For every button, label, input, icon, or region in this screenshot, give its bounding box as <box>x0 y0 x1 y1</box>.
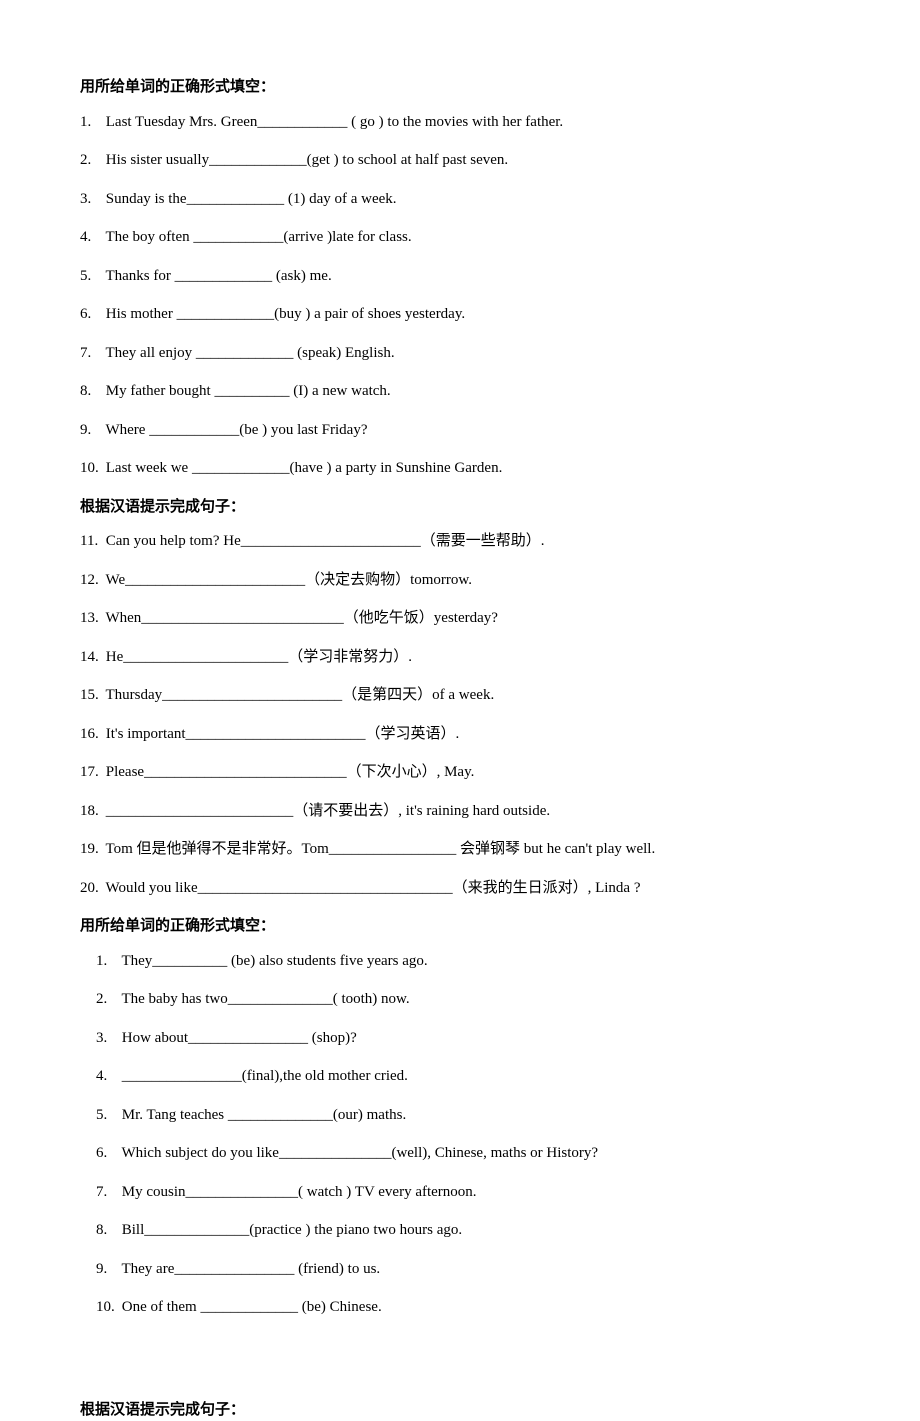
question-number: 1. <box>80 111 102 134</box>
question-item: 2. His sister usually_____________(get )… <box>80 149 840 172</box>
question-item: 9. They are________________ (friend) to … <box>80 1258 840 1281</box>
question-number: 3. <box>80 188 102 211</box>
question-item: 4. The boy often ____________(arrive )la… <box>80 226 840 249</box>
question-text: They are________________ (friend) to us. <box>121 1261 380 1277</box>
question-text: Which subject do you like_______________… <box>121 1145 598 1161</box>
question-item: 1. Last Tuesday Mrs. Green____________ (… <box>80 111 840 134</box>
question-number: 20. <box>80 877 102 900</box>
question-text: We________________________（决定去购物）tomorro… <box>105 572 472 588</box>
question-number: 7. <box>96 1181 118 1204</box>
question-text: One of them _____________ (be) Chinese. <box>122 1299 382 1315</box>
question-item: 15. Thursday________________________（是第四… <box>80 684 840 707</box>
question-list-3: 1. They__________ (be) also students fiv… <box>80 950 840 1319</box>
question-text: Last week we _____________(have ) a part… <box>106 460 503 476</box>
question-text: Tom 但是他弹得不是非常好。Tom_________________ 会弹钢琴… <box>105 841 655 857</box>
question-item: 4. ________________(final),the old mothe… <box>80 1065 840 1088</box>
question-item: 18. _________________________（请不要出去）, it… <box>80 800 840 823</box>
question-item: 3. How about________________ (shop)? <box>80 1027 840 1050</box>
question-number: 10. <box>80 457 102 480</box>
question-number: 18. <box>80 800 102 823</box>
question-text: Bill______________(practice ) the piano … <box>122 1222 462 1238</box>
question-number: 5. <box>96 1104 118 1127</box>
question-text: Thanks for _____________ (ask) me. <box>105 268 331 284</box>
question-item: 1. They__________ (be) also students fiv… <box>80 950 840 973</box>
question-list-1: 1. Last Tuesday Mrs. Green____________ (… <box>80 111 840 480</box>
question-number: 19. <box>80 838 102 861</box>
question-text: He______________________（学习非常努力）. <box>106 649 412 665</box>
question-item: 20. Would you like______________________… <box>80 877 840 900</box>
question-text: Mr. Tang teaches ______________(our) mat… <box>122 1107 406 1123</box>
question-item: 10. Last week we _____________(have ) a … <box>80 457 840 480</box>
question-number: 16. <box>80 723 102 746</box>
question-number: 8. <box>80 380 102 403</box>
question-text: They all enjoy _____________ (speak) Eng… <box>105 345 394 361</box>
section-heading-4: 根据汉语提示完成句子： <box>80 1399 840 1421</box>
question-text: The baby has two______________( tooth) n… <box>121 991 409 1007</box>
question-item: 17. Please___________________________（下次… <box>80 761 840 784</box>
section-heading-3: 用所给单词的正确形式填空： <box>80 915 840 938</box>
question-text: Where ____________(be ) you last Friday? <box>105 422 367 438</box>
question-number: 4. <box>80 226 102 249</box>
question-text: The boy often ____________(arrive )late … <box>105 229 411 245</box>
question-number: 11. <box>80 530 102 553</box>
question-item: 11. Can you help tom? He________________… <box>80 530 840 553</box>
question-number: 9. <box>96 1258 118 1281</box>
question-number: 17. <box>80 761 102 784</box>
question-item: 9. Where ____________(be ) you last Frid… <box>80 419 840 442</box>
question-text: Last Tuesday Mrs. Green____________ ( go… <box>106 114 563 130</box>
question-number: 5. <box>80 265 102 288</box>
question-text: How about________________ (shop)? <box>122 1030 357 1046</box>
question-number: 13. <box>80 607 102 630</box>
question-item: 8. My father bought __________ (I) a new… <box>80 380 840 403</box>
question-text: Can you help tom? He____________________… <box>106 533 545 549</box>
question-item: 16. It's important______________________… <box>80 723 840 746</box>
question-item: 7. My cousin_______________( watch ) TV … <box>80 1181 840 1204</box>
question-item: 14. He______________________（学习非常努力）. <box>80 646 840 669</box>
question-text: My father bought __________ (I) a new wa… <box>106 383 391 399</box>
question-number: 10. <box>96 1296 118 1319</box>
question-number: 8. <box>96 1219 118 1242</box>
question-text: ________________(final),the old mother c… <box>122 1068 408 1084</box>
question-number: 14. <box>80 646 102 669</box>
worksheet-page: 用所给单词的正确形式填空： 1. Last Tuesday Mrs. Green… <box>80 76 840 1421</box>
question-number: 2. <box>80 149 102 172</box>
question-item: 7. They all enjoy _____________ (speak) … <box>80 342 840 365</box>
section-heading-2: 根据汉语提示完成句子： <box>80 496 840 519</box>
question-item: 12. We________________________（决定去购物）tom… <box>80 569 840 592</box>
question-item: 5. Thanks for _____________ (ask) me. <box>80 265 840 288</box>
question-text: Would you like__________________________… <box>105 880 640 896</box>
question-number: 15. <box>80 684 102 707</box>
question-text: His mother _____________(buy ) a pair of… <box>106 306 465 322</box>
question-text: It's important________________________（学… <box>106 726 460 742</box>
question-text: Thursday________________________（是第四天）of… <box>105 687 494 703</box>
question-text: His sister usually_____________(get ) to… <box>106 152 508 168</box>
question-text: Please___________________________（下次小心）,… <box>106 764 475 780</box>
question-number: 9. <box>80 419 102 442</box>
question-item: 19. Tom 但是他弹得不是非常好。Tom_________________ … <box>80 838 840 861</box>
question-number: 2. <box>96 988 118 1011</box>
question-number: 6. <box>80 303 102 326</box>
section-heading-1: 用所给单词的正确形式填空： <box>80 76 840 99</box>
question-item: 10. One of them _____________ (be) Chine… <box>80 1296 840 1319</box>
question-number: 6. <box>96 1142 118 1165</box>
question-number: 1. <box>96 950 118 973</box>
question-item: 8. Bill______________(practice ) the pia… <box>80 1219 840 1242</box>
question-text: They__________ (be) also students five y… <box>121 953 427 969</box>
question-text: When___________________________（他吃午饭）yes… <box>105 610 497 626</box>
question-item: 6. Which subject do you like____________… <box>80 1142 840 1165</box>
question-list-2: 11. Can you help tom? He________________… <box>80 530 840 899</box>
question-text: Sunday is the_____________ (1) day of a … <box>106 191 397 207</box>
question-number: 7. <box>80 342 102 365</box>
question-item: 13. When___________________________（他吃午饭… <box>80 607 840 630</box>
question-number: 4. <box>96 1065 118 1088</box>
question-item: 3. Sunday is the_____________ (1) day of… <box>80 188 840 211</box>
question-text: My cousin_______________( watch ) TV eve… <box>122 1184 477 1200</box>
question-item: 5. Mr. Tang teaches ______________(our) … <box>80 1104 840 1127</box>
question-number: 12. <box>80 569 102 592</box>
question-number: 3. <box>96 1027 118 1050</box>
question-item: 2. The baby has two______________( tooth… <box>80 988 840 1011</box>
question-text: _________________________（请不要出去）, it's r… <box>106 803 550 819</box>
question-item: 6. His mother _____________(buy ) a pair… <box>80 303 840 326</box>
